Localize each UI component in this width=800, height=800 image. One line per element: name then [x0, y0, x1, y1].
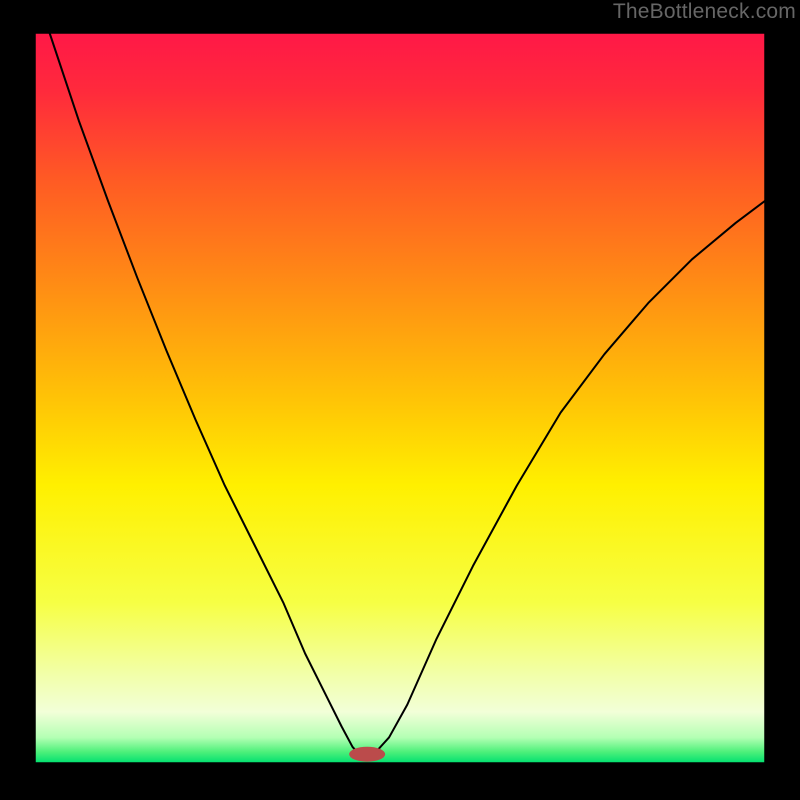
figure-canvas: TheBottleneck.com	[0, 0, 800, 800]
gradient-background	[35, 33, 765, 763]
bottleneck-chart	[0, 0, 800, 800]
optimal-marker	[349, 747, 385, 762]
mask	[0, 0, 35, 800]
watermark-text: TheBottleneck.com	[613, 0, 796, 24]
mask	[0, 763, 800, 800]
mask	[765, 0, 800, 800]
